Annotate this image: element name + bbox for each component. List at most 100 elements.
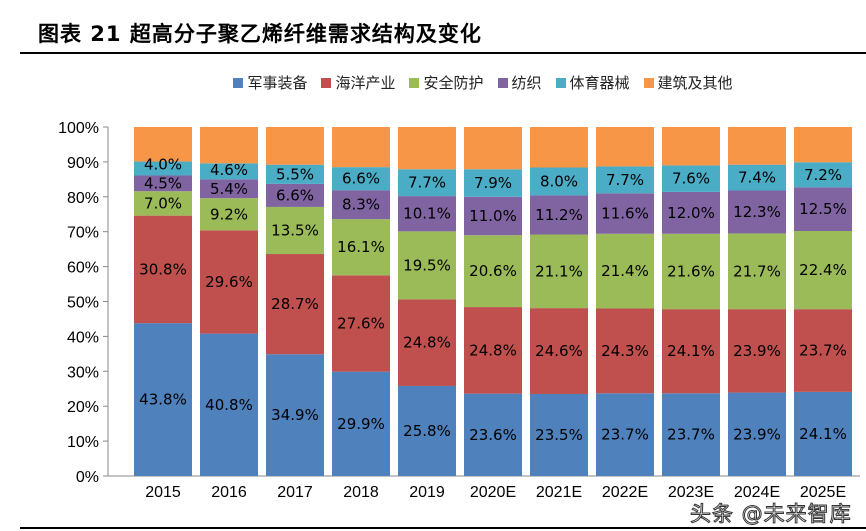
legend-label: 军事装备 — [247, 74, 308, 92]
legend-label: 安全防护 — [423, 74, 484, 92]
chart-title: 图表 21 超高分子聚乙烯纤维需求结构及变化 — [38, 22, 482, 46]
bar-segment — [662, 393, 720, 476]
data-label: 21.4% — [601, 262, 649, 280]
data-label: 23.5% — [535, 426, 583, 444]
data-label: 23.9% — [733, 342, 781, 360]
legend-item: 军事装备 — [233, 72, 307, 93]
bar-segment — [662, 309, 720, 394]
bar-segment — [266, 254, 324, 355]
bar-segment — [530, 308, 588, 394]
data-label: 24.1% — [667, 342, 715, 360]
bar-segment — [662, 233, 720, 310]
y-tick-label: 50% — [67, 295, 99, 312]
bar-segment — [662, 165, 720, 192]
bar-segment — [728, 392, 786, 476]
y-tick-label: 90% — [67, 155, 99, 172]
data-label: 29.6% — [205, 273, 253, 291]
y-tick-label: 60% — [67, 260, 99, 277]
legend-item: 体育器械 — [555, 72, 630, 93]
legend-item: 海洋产业 — [321, 72, 395, 93]
bar-segment — [464, 127, 522, 170]
bar-segment — [266, 183, 324, 207]
legend-swatch — [409, 77, 420, 88]
bar-segment — [332, 371, 390, 476]
data-label: 7.2% — [804, 166, 842, 184]
bar-segment — [266, 206, 324, 255]
bar-segment — [134, 175, 192, 192]
data-label: 11.6% — [601, 205, 649, 223]
title-divider — [20, 52, 866, 54]
data-label: 21.1% — [535, 262, 583, 280]
bar-segment — [332, 167, 390, 191]
data-label: 9.2% — [210, 205, 248, 223]
data-label: 23.9% — [733, 425, 781, 443]
bar-segment — [134, 323, 192, 476]
data-label: 7.0% — [144, 194, 182, 212]
bar-segment — [398, 196, 456, 232]
bar-segment — [794, 309, 852, 392]
legend-swatch — [643, 77, 654, 88]
data-label: 21.7% — [733, 262, 781, 280]
bar-segment — [728, 164, 786, 191]
bar-segment — [794, 162, 852, 188]
data-label: 8.0% — [540, 172, 578, 190]
x-tick-label: 2019 — [409, 484, 445, 501]
bar-segment — [464, 393, 522, 476]
bar-segment — [596, 233, 654, 309]
data-label: 20.6% — [469, 262, 517, 280]
x-tick-label: 2022E — [602, 484, 648, 501]
data-label: 27.6% — [337, 314, 385, 332]
data-label: 24.1% — [799, 425, 847, 443]
data-label: 4.5% — [144, 174, 182, 192]
bar-segment — [662, 191, 720, 234]
bar-segment — [398, 169, 456, 197]
legend-label: 体育器械 — [569, 74, 630, 92]
y-tick-label: 0% — [76, 469, 99, 486]
data-label: 12.5% — [799, 200, 847, 218]
data-label: 12.3% — [733, 203, 781, 221]
x-tick-label: 2024E — [734, 484, 780, 501]
bar-segment — [200, 163, 258, 180]
bar-segment — [266, 127, 324, 165]
bar-segment — [200, 333, 258, 476]
legend-label: 建筑及其他 — [657, 74, 733, 92]
bar-segment — [662, 127, 720, 166]
data-label: 40.8% — [205, 396, 253, 414]
y-tick-label: 40% — [67, 329, 99, 346]
bar-segment — [728, 309, 786, 393]
bar-segment — [134, 127, 192, 162]
y-tick-label: 30% — [67, 364, 99, 381]
bar-segment — [332, 190, 390, 220]
watermark: 头条 @未来智库 — [690, 502, 852, 526]
data-label: 23.7% — [799, 342, 847, 360]
x-tick-label: 2021E — [536, 484, 582, 501]
data-label: 21.6% — [667, 262, 715, 280]
legend-label: 纺织 — [511, 74, 542, 92]
bar-segment — [794, 187, 852, 232]
data-label: 24.8% — [469, 341, 517, 359]
bar-segment — [596, 308, 654, 394]
data-label: 6.6% — [342, 170, 380, 188]
data-label: 11.0% — [469, 207, 517, 225]
y-tick-label: 70% — [67, 225, 99, 242]
x-tick-label: 2017 — [277, 484, 313, 501]
bar-segment — [200, 127, 258, 164]
legend-label: 海洋产业 — [335, 74, 396, 92]
bar-segment — [266, 164, 324, 184]
data-label: 7.9% — [474, 174, 512, 192]
data-label: 16.1% — [337, 238, 385, 256]
bar-segment — [794, 127, 852, 163]
bar-segment — [200, 179, 258, 199]
x-tick-label: 2016 — [211, 484, 247, 501]
data-label: 7.4% — [738, 169, 776, 187]
legend-item: 安全防护 — [409, 72, 484, 93]
bar-segment — [728, 190, 786, 234]
data-label: 7.7% — [408, 174, 446, 192]
bar-segment — [464, 196, 522, 236]
data-label: 30.8% — [139, 260, 187, 278]
x-tick-label: 2020E — [470, 484, 516, 501]
data-label: 13.5% — [271, 221, 319, 239]
data-label: 23.7% — [601, 426, 649, 444]
bar-segment — [398, 299, 456, 386]
